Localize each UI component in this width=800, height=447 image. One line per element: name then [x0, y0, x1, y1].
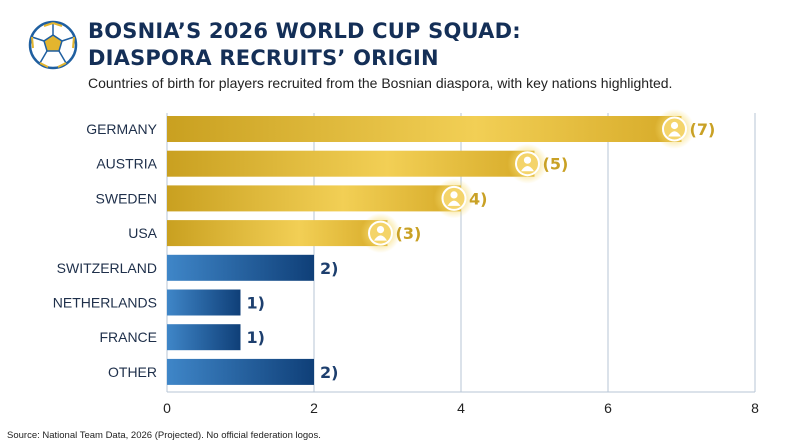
value-label: 2): [320, 363, 338, 382]
bar: [167, 220, 388, 247]
x-tick-label: 6: [604, 400, 612, 416]
value-label: 1): [247, 294, 265, 313]
category-label: SWITZERLAND: [57, 260, 157, 276]
bar: [167, 324, 241, 351]
title-line-1: BOSNIA’S 2026 WORLD CUP SQUAD:: [88, 19, 521, 43]
bar: [167, 358, 314, 385]
category-label: NETHERLANDS: [53, 295, 157, 311]
title-line-2: DIASPORA RECRUITS’ ORIGIN: [88, 46, 439, 70]
category-label: AUSTRIA: [96, 156, 157, 172]
bar: [167, 150, 535, 177]
bar: [167, 289, 241, 316]
x-tick-label: 4: [457, 400, 465, 416]
chart-subtitle: Countries of birth for players recruited…: [88, 75, 673, 91]
category-label: OTHER: [108, 364, 157, 380]
x-tick-label: 2: [310, 400, 318, 416]
value-label: (7): [690, 120, 716, 139]
player-icon: [654, 109, 695, 149]
bar: [167, 116, 682, 142]
player-icon: [360, 213, 401, 254]
player-icon: [434, 178, 474, 219]
x-tick-label: 0: [163, 400, 171, 416]
category-label: USA: [128, 225, 157, 241]
value-label: (3): [396, 224, 422, 243]
bar: [167, 185, 461, 212]
category-label: SWEDEN: [96, 190, 157, 206]
category-label: FRANCE: [99, 329, 157, 345]
x-tick-label: 8: [751, 400, 759, 416]
value-label: 2): [320, 259, 338, 278]
value-label: 4): [469, 189, 487, 208]
soccer-ball-icon: [28, 20, 78, 70]
value-label: 1): [247, 328, 265, 347]
chart-title: BOSNIA’S 2026 WORLD CUP SQUAD: DIASPORA …: [88, 18, 788, 72]
player-icon: [507, 143, 548, 184]
value-label: (5): [543, 155, 569, 174]
category-label: GERMANY: [86, 121, 157, 137]
bar: [167, 254, 314, 281]
source-note: Source: National Team Data, 2026 (Projec…: [7, 430, 321, 441]
